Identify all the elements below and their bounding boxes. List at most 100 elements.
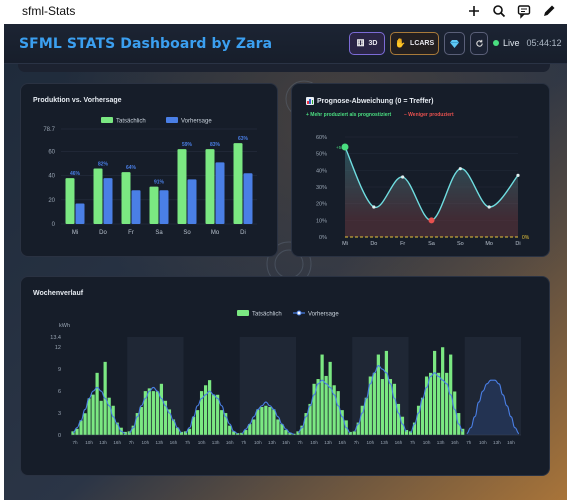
x-tick-label: 13h xyxy=(268,440,276,445)
actual-bar xyxy=(115,422,119,435)
legend-swatch-1 xyxy=(166,117,178,123)
forecast-bar xyxy=(103,178,113,224)
data-label: 91% xyxy=(154,180,165,186)
actual-bar xyxy=(408,431,413,435)
x-tick-label: 7h xyxy=(185,440,191,445)
search-icon[interactable] xyxy=(491,3,507,19)
forecast-line xyxy=(72,386,126,435)
actual-bar xyxy=(368,376,372,435)
y-tick-label: 40 xyxy=(48,174,55,180)
x-tick-label: Do xyxy=(370,241,377,247)
live-label: Live xyxy=(503,38,520,48)
x-tick-label: 13h xyxy=(212,440,220,445)
plus-icon[interactable] xyxy=(466,3,482,19)
x-tick-label: 13h xyxy=(437,440,445,445)
y-tick-label: 50% xyxy=(316,152,327,158)
forecast-bar xyxy=(159,190,169,224)
actual-bar xyxy=(139,407,143,435)
x-tick-label: So xyxy=(457,241,464,247)
forecast-line xyxy=(185,390,238,435)
actual-bar xyxy=(308,403,312,435)
actual-bar xyxy=(268,407,272,435)
x-tick-label: 10h xyxy=(198,440,206,445)
x-tick-label: Di xyxy=(240,230,246,236)
actual-bar xyxy=(264,405,268,435)
y-tick-label: 12 xyxy=(55,345,61,351)
day-band xyxy=(464,337,521,435)
actual-bar xyxy=(332,385,336,435)
dice-icon: ⚅ xyxy=(356,38,365,48)
x-tick-label: 7h xyxy=(129,440,135,445)
production-title: Produktion vs. Vorhersage xyxy=(33,97,122,104)
theme-button[interactable] xyxy=(444,32,465,55)
y-tick-label: 40% xyxy=(316,168,327,174)
3d-button[interactable]: ⚅ 3D xyxy=(349,32,385,55)
actual-bar xyxy=(155,391,159,435)
actual-bar xyxy=(183,431,188,435)
y-tick-label: 20% xyxy=(316,202,327,208)
actual-bar xyxy=(216,394,220,435)
x-tick-label: Sa xyxy=(428,241,436,247)
y-tick-label: 60% xyxy=(316,135,327,141)
day-band xyxy=(239,337,296,435)
actual-bar xyxy=(453,391,457,435)
legend-negative: – Weniger produziert xyxy=(404,112,454,118)
actual-bar xyxy=(424,376,429,435)
x-tick-label: 10h xyxy=(479,440,487,445)
data-label: 82% xyxy=(98,161,109,167)
actual-bar xyxy=(131,425,135,435)
deviation-title: Prognose-Abweichung (0 = Treffer) xyxy=(306,97,434,105)
refresh-button[interactable] xyxy=(470,32,488,55)
actual-bar xyxy=(400,416,405,435)
x-tick-label: 7h xyxy=(354,440,360,445)
x-tick-label: 16h xyxy=(170,440,178,445)
x-tick-label: Di xyxy=(515,241,520,247)
x-tick-label: 13h xyxy=(381,440,389,445)
x-tick-label: 13h xyxy=(493,440,501,445)
y-tick-label: 0 xyxy=(58,433,61,439)
actual-bar xyxy=(360,405,364,435)
live-time: 05:44:12 xyxy=(526,38,562,48)
lcars-button[interactable]: ✋ LCARS xyxy=(390,32,439,55)
comment-icon[interactable] xyxy=(516,3,532,19)
app-bar: sfml-Stats xyxy=(0,0,567,24)
live-dot-icon xyxy=(493,40,499,46)
legend-label-actual: Tatsächlich xyxy=(252,312,282,318)
actual-bar xyxy=(195,410,200,435)
x-tick-label: 10h xyxy=(366,440,374,445)
actual-bar xyxy=(87,398,91,435)
actual-bar xyxy=(191,416,196,435)
pencil-icon[interactable] xyxy=(541,3,557,19)
weekly-card: Wochenverlauf Tatsächlich Vorhersage kWh 0 3… xyxy=(20,276,550,476)
x-tick-label: Sa xyxy=(155,230,163,236)
actual-bar xyxy=(404,430,409,435)
legend-swatch-0 xyxy=(101,117,113,123)
data-point xyxy=(372,205,376,209)
actual-bar xyxy=(384,350,389,435)
data-label: 46% xyxy=(70,171,81,177)
actual-bar xyxy=(356,422,360,435)
live-status: Live 05:44:12 xyxy=(493,38,562,48)
x-tick-label: 7h xyxy=(466,440,472,445)
actual-bar xyxy=(149,186,159,224)
actual-bar xyxy=(320,354,324,435)
y-tick-label: 0% xyxy=(319,235,327,241)
actual-bar xyxy=(348,431,352,435)
x-tick-label: Mo xyxy=(211,230,220,236)
forecast-line xyxy=(466,379,520,435)
x-tick-label: 16h xyxy=(395,440,403,445)
actual-bar xyxy=(65,178,75,224)
x-tick-label: 10h xyxy=(423,440,431,445)
actual-bar xyxy=(233,143,243,224)
actual-bar xyxy=(340,410,344,435)
actual-bar xyxy=(284,430,288,435)
actual-bar xyxy=(71,431,75,435)
deviation-card: Prognose-Abweichung (0 = Treffer) + Mehr… xyxy=(291,83,550,257)
actual-bar xyxy=(75,428,79,435)
actual-bar xyxy=(159,383,164,435)
actual-bar xyxy=(352,431,356,435)
actual-bar xyxy=(280,424,284,435)
x-tick-label: 16h xyxy=(113,440,121,445)
legend-swatch-actual xyxy=(237,310,249,316)
x-tick-label: Do xyxy=(99,230,107,236)
